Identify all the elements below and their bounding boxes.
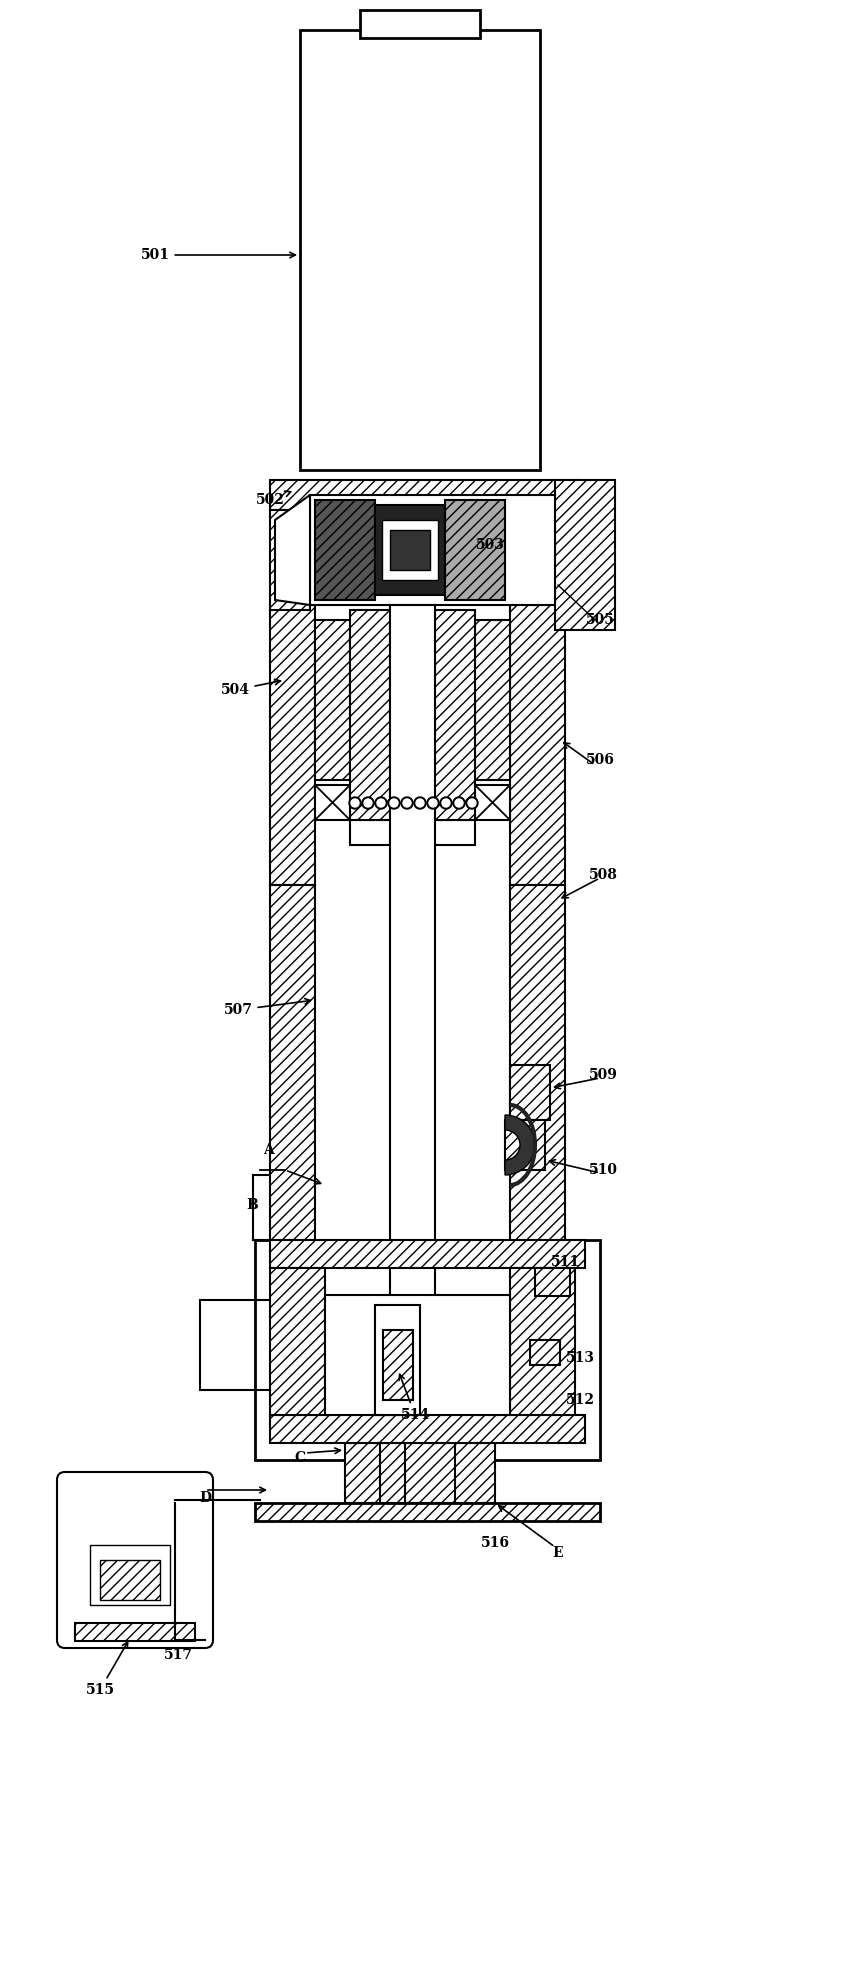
Text: D: D (199, 1490, 211, 1504)
Bar (255, 1241, 600, 1461)
Text: 511: 511 (551, 1255, 579, 1268)
Circle shape (442, 799, 450, 807)
Bar (530, 1340, 560, 1366)
Circle shape (440, 797, 452, 809)
Circle shape (429, 799, 437, 807)
Bar (315, 785, 350, 821)
Bar (382, 519, 438, 581)
Circle shape (403, 799, 411, 807)
Circle shape (401, 797, 413, 809)
Circle shape (453, 797, 465, 809)
Text: C: C (295, 1451, 306, 1465)
Text: 512: 512 (566, 1393, 595, 1407)
Text: 510: 510 (589, 1163, 617, 1177)
Circle shape (416, 799, 424, 807)
Text: E: E (553, 1546, 563, 1560)
Text: 502: 502 (256, 492, 291, 507)
Text: 515: 515 (86, 1641, 128, 1697)
Text: 513: 513 (566, 1352, 595, 1366)
Bar (390, 605, 435, 1304)
Text: 516: 516 (480, 1536, 510, 1550)
Bar (270, 886, 315, 1356)
Wedge shape (505, 1116, 535, 1175)
Bar (435, 610, 475, 821)
Bar (315, 620, 350, 781)
Circle shape (364, 799, 372, 807)
Circle shape (349, 797, 361, 809)
Bar (510, 605, 565, 886)
Bar (510, 886, 565, 1265)
Circle shape (388, 797, 400, 809)
Bar (270, 605, 315, 886)
Bar (345, 1443, 495, 1502)
Polygon shape (275, 496, 310, 605)
Bar (510, 1268, 575, 1415)
Circle shape (468, 799, 476, 807)
Bar (270, 1241, 585, 1268)
Bar (390, 529, 430, 571)
Bar (360, 10, 480, 38)
Text: A: A (263, 1144, 274, 1157)
Circle shape (427, 797, 439, 809)
Text: 517: 517 (163, 1647, 192, 1663)
Bar (270, 480, 580, 509)
Bar (475, 620, 510, 781)
Bar (505, 1120, 545, 1169)
Bar (90, 1546, 170, 1605)
Text: 501: 501 (141, 248, 296, 262)
Bar (375, 1304, 420, 1415)
Bar (445, 499, 505, 601)
Text: 505: 505 (585, 612, 614, 626)
Text: 503: 503 (475, 537, 505, 553)
Bar (375, 505, 445, 595)
Bar (100, 1560, 160, 1599)
Bar (350, 821, 475, 844)
Text: 506: 506 (585, 753, 614, 767)
Bar (300, 30, 540, 470)
Bar (270, 509, 310, 610)
Circle shape (377, 799, 385, 807)
Circle shape (375, 797, 387, 809)
Bar (383, 1330, 413, 1399)
Circle shape (414, 797, 426, 809)
Bar (325, 1294, 510, 1415)
Text: 507: 507 (224, 999, 310, 1017)
FancyBboxPatch shape (57, 1473, 213, 1647)
Text: 508: 508 (589, 868, 617, 882)
Circle shape (362, 797, 374, 809)
Text: 514: 514 (399, 1374, 429, 1421)
Text: 509: 509 (589, 1068, 617, 1082)
Bar (270, 1415, 585, 1443)
Bar (315, 499, 375, 601)
Circle shape (390, 799, 398, 807)
Bar (510, 1064, 550, 1120)
Bar (75, 1623, 195, 1641)
Bar (310, 496, 555, 605)
Text: B: B (246, 1197, 257, 1213)
Bar (270, 1268, 325, 1415)
Text: 504: 504 (220, 680, 280, 698)
Bar (555, 480, 615, 630)
Circle shape (455, 799, 463, 807)
Bar (535, 1268, 570, 1296)
Bar (255, 1502, 600, 1520)
Circle shape (351, 799, 359, 807)
Bar (350, 610, 390, 821)
Circle shape (466, 797, 478, 809)
Bar (475, 785, 510, 821)
